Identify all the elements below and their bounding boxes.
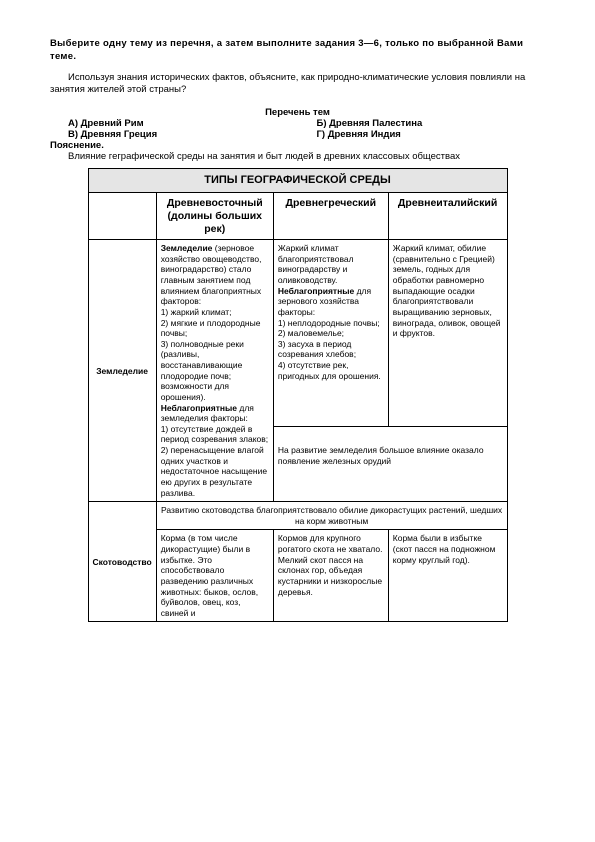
r2c2: Кормов для крупного рогатого скота не хв…: [273, 530, 388, 622]
header-empty: [88, 193, 156, 240]
r1c1: Земледелие (зерновое хозяйство овощеводс…: [156, 240, 273, 502]
option-v: В) Древняя Греция: [50, 129, 297, 140]
instruction-1: Выберите одну тему из перечня, а затем в…: [50, 38, 545, 64]
header-col-1: Древневосточный (долины больших рек): [156, 193, 273, 240]
r2-span: Развитию скотоводства благоприятствовало…: [156, 502, 507, 530]
explanation-text: Влияние геграфической среды на занятия и…: [50, 151, 545, 162]
table-title: ТИПЫ ГЕОГРАФИЧЕСКОЙ СРЕДЫ: [88, 169, 507, 193]
option-a: А) Древний Рим: [50, 118, 297, 129]
row1-label: Земледелие: [88, 240, 156, 502]
r1c2: Жаркий климат благоприятствовал виноград…: [273, 240, 388, 427]
list-header: Перечень тем: [50, 107, 545, 118]
option-b: Б) Древняя Палестина: [297, 118, 546, 129]
header-col-2: Древнегреческий: [273, 193, 388, 240]
option-g: Г) Древняя Индия: [297, 129, 546, 140]
r2c1: Корма (в том числе дикорастущие) были в …: [156, 530, 273, 622]
explanation-label: Пояснение.: [50, 140, 545, 151]
header-col-3: Древнеиталийский: [388, 193, 507, 240]
options-row-2: В) Древняя Греция Г) Древняя Индия: [50, 129, 545, 140]
row2-label: Скотоводство: [88, 502, 156, 622]
options-row-1: А) Древний Рим Б) Древняя Палестина: [50, 118, 545, 129]
r1-note: На развитие земледелия большое влияние о…: [273, 427, 507, 502]
types-table: ТИПЫ ГЕОГРАФИЧЕСКОЙ СРЕДЫ Древневосточны…: [88, 168, 508, 622]
r1c3: Жаркий климат, обилие (сравнительно с Гр…: [388, 240, 507, 427]
instruction-2: Используя знания исторических фактов, об…: [50, 72, 545, 98]
r2c3: Корма были в избытке (скот пасся на подн…: [388, 530, 507, 622]
